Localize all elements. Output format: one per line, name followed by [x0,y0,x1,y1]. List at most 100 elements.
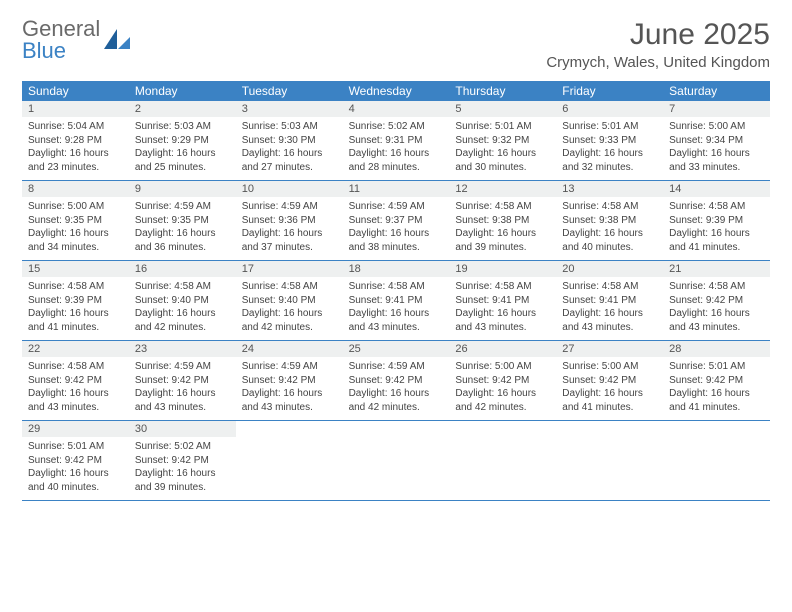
day-number: 6 [556,101,663,117]
sunrise-line: Sunrise: 4:59 AM [242,361,318,372]
sunrise-line: Sunrise: 4:59 AM [349,361,425,372]
sail-icon [104,29,130,51]
daylight-line: Daylight: 16 hours and 38 minutes. [349,228,430,253]
daylight-line: Daylight: 16 hours and 43 minutes. [242,388,323,413]
sunset-line: Sunset: 9:35 PM [135,215,209,226]
daylight-line: Daylight: 16 hours and 40 minutes. [28,468,109,493]
day-details: Sunrise: 4:59 AMSunset: 9:37 PMDaylight:… [343,197,450,260]
day-number: 30 [129,421,236,437]
calendar-cell: 18Sunrise: 4:58 AMSunset: 9:41 PMDayligh… [343,261,450,340]
day-details: Sunrise: 4:58 AMSunset: 9:41 PMDaylight:… [556,277,663,340]
sunset-line: Sunset: 9:41 PM [455,295,529,306]
sunrise-line: Sunrise: 5:01 AM [455,121,531,132]
sunrise-line: Sunrise: 4:58 AM [669,201,745,212]
day-details: Sunrise: 4:59 AMSunset: 9:42 PMDaylight:… [129,357,236,420]
day-number: 17 [236,261,343,277]
day-details: Sunrise: 4:59 AMSunset: 9:36 PMDaylight:… [236,197,343,260]
day-details: Sunrise: 4:59 AMSunset: 9:42 PMDaylight:… [236,357,343,420]
daylight-line: Daylight: 16 hours and 43 minutes. [349,308,430,333]
daylight-line: Daylight: 16 hours and 43 minutes. [669,308,750,333]
daylight-line: Daylight: 16 hours and 39 minutes. [455,228,536,253]
daylight-line: Daylight: 16 hours and 33 minutes. [669,148,750,173]
day-details: Sunrise: 4:58 AMSunset: 9:40 PMDaylight:… [236,277,343,340]
sunrise-line: Sunrise: 4:58 AM [455,201,531,212]
sunset-line: Sunset: 9:41 PM [562,295,636,306]
calendar-week: 22Sunrise: 4:58 AMSunset: 9:42 PMDayligh… [22,341,770,421]
weekday-header: Thursday [449,81,556,101]
weekday-header-row: SundayMondayTuesdayWednesdayThursdayFrid… [22,81,770,101]
title-block: June 2025 Crymych, Wales, United Kingdom [546,18,770,71]
daylight-line: Daylight: 16 hours and 30 minutes. [455,148,536,173]
daylight-line: Daylight: 16 hours and 42 minutes. [349,388,430,413]
calendar-cell: 6Sunrise: 5:01 AMSunset: 9:33 PMDaylight… [556,101,663,180]
weekday-header: Wednesday [343,81,450,101]
calendar-cell: 24Sunrise: 4:59 AMSunset: 9:42 PMDayligh… [236,341,343,420]
day-details: Sunrise: 4:58 AMSunset: 9:42 PMDaylight:… [22,357,129,420]
calendar-cell: 27Sunrise: 5:00 AMSunset: 9:42 PMDayligh… [556,341,663,420]
day-number: 13 [556,181,663,197]
sunset-line: Sunset: 9:33 PM [562,135,636,146]
sunrise-line: Sunrise: 5:03 AM [242,121,318,132]
calendar-cell: 1Sunrise: 5:04 AMSunset: 9:28 PMDaylight… [22,101,129,180]
sunset-line: Sunset: 9:42 PM [135,375,209,386]
day-number: 28 [663,341,770,357]
sunrise-line: Sunrise: 5:01 AM [562,121,638,132]
sunrise-line: Sunrise: 5:00 AM [669,121,745,132]
sunset-line: Sunset: 9:42 PM [349,375,423,386]
day-number: 14 [663,181,770,197]
sunrise-line: Sunrise: 4:58 AM [562,281,638,292]
weekday-header: Sunday [22,81,129,101]
calendar-cell: 10Sunrise: 4:59 AMSunset: 9:36 PMDayligh… [236,181,343,260]
sunset-line: Sunset: 9:42 PM [562,375,636,386]
calendar-cell: 4Sunrise: 5:02 AMSunset: 9:31 PMDaylight… [343,101,450,180]
day-details: Sunrise: 5:00 AMSunset: 9:42 PMDaylight:… [449,357,556,420]
daylight-line: Daylight: 16 hours and 28 minutes. [349,148,430,173]
day-number: 20 [556,261,663,277]
calendar-cell: 22Sunrise: 4:58 AMSunset: 9:42 PMDayligh… [22,341,129,420]
calendar-cell: 8Sunrise: 5:00 AMSunset: 9:35 PMDaylight… [22,181,129,260]
sunset-line: Sunset: 9:28 PM [28,135,102,146]
sunset-line: Sunset: 9:34 PM [669,135,743,146]
daylight-line: Daylight: 16 hours and 41 minutes. [28,308,109,333]
day-details: Sunrise: 5:02 AM Sunset: 9:42 PM Daylight:… [129,437,236,500]
sunrise-line: Sunrise: 5:02 AM [135,441,211,452]
weekday-header: Saturday [663,81,770,101]
daylight-line: Daylight: 16 hours and 41 minutes. [669,388,750,413]
day-number: 7 [663,101,770,117]
day-details: Sunrise: 4:58 AMSunset: 9:41 PMDaylight:… [343,277,450,340]
daylight-line: Daylight: 16 hours and 40 minutes. [562,228,643,253]
page-header: General Blue June 2025 Crymych, Wales, U… [22,18,770,71]
sunset-line: Sunset: 9:42 PM [135,455,209,466]
day-details: Sunrise: 5:02 AMSunset: 9:31 PMDaylight:… [343,117,450,180]
day-number: 26 [449,341,556,357]
daylight-line: Daylight: 16 hours and 39 minutes. [135,468,216,493]
sunset-line: Sunset: 9:35 PM [28,215,102,226]
day-details: Sunrise: 5:01 AMSunset: 9:42 PMDaylight:… [663,357,770,420]
sunset-line: Sunset: 9:42 PM [28,455,102,466]
sunrise-line: Sunrise: 4:59 AM [135,201,211,212]
daylight-line: Daylight: 16 hours and 42 minutes. [135,308,216,333]
day-number: 15 [22,261,129,277]
sunset-line: Sunset: 9:30 PM [242,135,316,146]
sunrise-line: Sunrise: 4:58 AM [28,281,104,292]
calendar-cell [343,421,450,500]
day-details: Sunrise: 5:01 AMSunset: 9:32 PMDaylight:… [449,117,556,180]
calendar-cell: 16Sunrise: 4:58 AMSunset: 9:40 PMDayligh… [129,261,236,340]
sunrise-line: Sunrise: 5:00 AM [28,201,104,212]
day-details: Sunrise: 4:58 AMSunset: 9:42 PMDaylight:… [663,277,770,340]
daylight-line: Daylight: 16 hours and 25 minutes. [135,148,216,173]
sunset-line: Sunset: 9:29 PM [135,135,209,146]
calendar-cell [663,421,770,500]
calendar-cell: 9Sunrise: 4:59 AMSunset: 9:35 PMDaylight… [129,181,236,260]
sunset-line: Sunset: 9:39 PM [28,295,102,306]
sunrise-line: Sunrise: 4:58 AM [28,361,104,372]
day-details: Sunrise: 4:58 AMSunset: 9:40 PMDaylight:… [129,277,236,340]
day-number: 25 [343,341,450,357]
day-details: Sunrise: 4:58 AMSunset: 9:39 PMDaylight:… [663,197,770,260]
day-number: 5 [449,101,556,117]
calendar-cell: 2Sunrise: 5:03 AMSunset: 9:29 PMDaylight… [129,101,236,180]
sunrise-line: Sunrise: 4:58 AM [242,281,318,292]
sunrise-line: Sunrise: 4:59 AM [349,201,425,212]
calendar-week: 15 Sunrise: 4:58 AM Sunset: 9:39 PM Dayligh… [22,261,770,341]
day-number: 10 [236,181,343,197]
